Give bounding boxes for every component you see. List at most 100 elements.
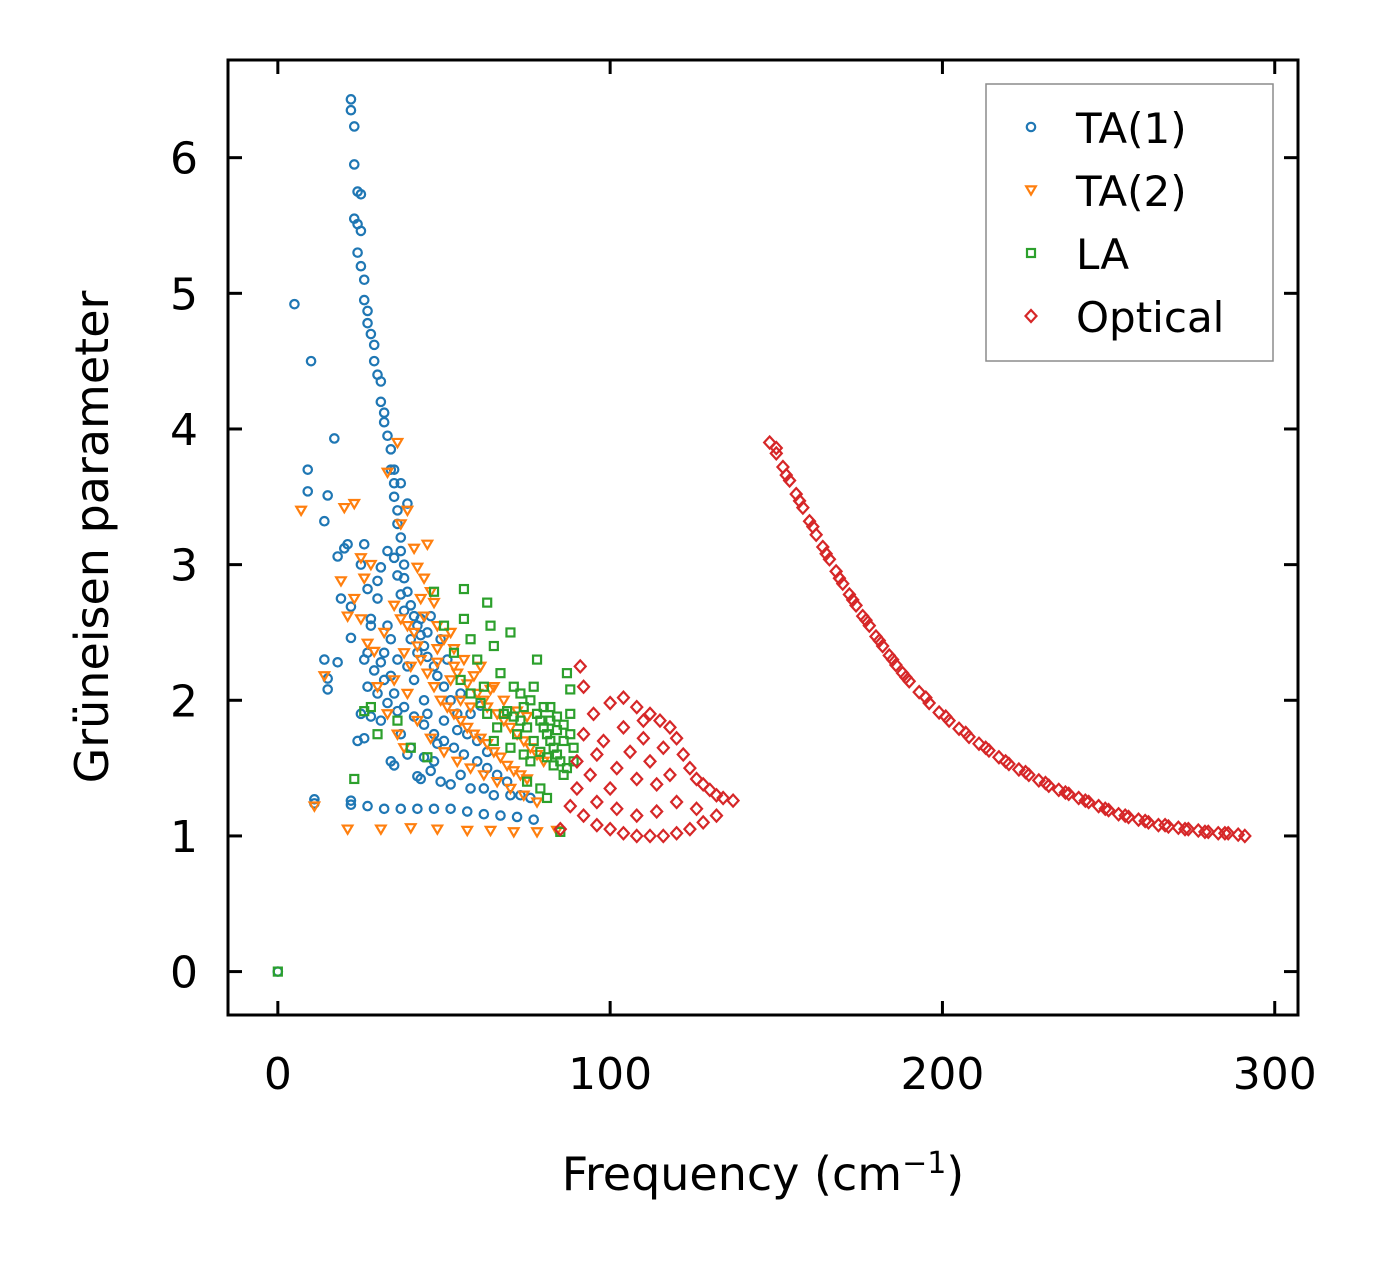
legend: TA(1) TA(2) LA Optical — [985, 83, 1274, 362]
data-point — [568, 742, 579, 753]
data-point — [442, 654, 453, 665]
data-point — [427, 597, 441, 610]
legend-label-optical: Optical — [1076, 293, 1224, 342]
data-point — [332, 657, 343, 668]
data-point — [345, 799, 357, 811]
data-point — [1178, 821, 1193, 837]
data-point — [362, 317, 373, 329]
data-point — [368, 665, 380, 676]
data-point — [565, 708, 576, 719]
data-point — [347, 593, 361, 606]
data-point — [375, 657, 387, 668]
data-point — [762, 434, 777, 451]
data-point — [400, 688, 415, 701]
data-point — [414, 654, 428, 667]
data-point — [340, 611, 355, 623]
data-point — [609, 801, 624, 817]
data-point — [819, 546, 834, 562]
data-point — [372, 729, 383, 740]
data-point — [918, 689, 933, 706]
data-point — [368, 355, 380, 367]
data-point — [511, 729, 523, 740]
data-point — [530, 797, 544, 809]
data-point — [689, 771, 704, 787]
data-point — [616, 689, 631, 706]
data-point — [397, 648, 411, 660]
data-point — [515, 688, 526, 699]
data-point — [395, 532, 407, 543]
data-point — [932, 704, 947, 721]
data-point — [289, 298, 300, 310]
data-point — [583, 767, 598, 783]
data-point — [888, 657, 903, 673]
y-tick-label: 0 — [170, 948, 198, 999]
series-la — [272, 583, 579, 977]
data-point — [458, 613, 470, 624]
data-point — [395, 545, 407, 557]
data-point — [709, 787, 724, 803]
data-point — [387, 675, 401, 687]
data-point — [898, 669, 913, 685]
data-point — [541, 792, 553, 804]
data-point — [1071, 790, 1086, 806]
data-point — [541, 752, 553, 763]
data-point — [1118, 807, 1133, 824]
data-point — [412, 803, 423, 815]
data-point — [435, 776, 446, 787]
data-point — [545, 701, 556, 713]
data-point — [586, 706, 601, 722]
data-point — [769, 440, 784, 456]
data-point — [461, 806, 473, 817]
data-point — [458, 583, 470, 595]
data-point — [372, 593, 383, 604]
legend-marker-ta-2- — [1024, 185, 1038, 197]
data-point — [521, 722, 533, 733]
data-point — [340, 824, 355, 836]
data-point — [553, 821, 568, 837]
data-point — [669, 825, 684, 841]
data-point — [388, 688, 400, 699]
x-axis-label-superscript: −1 — [902, 1146, 946, 1181]
data-point — [417, 573, 431, 585]
data-point — [422, 627, 433, 638]
data-point — [596, 733, 611, 749]
data-point — [358, 654, 370, 665]
data-point — [472, 654, 483, 665]
x-axis-label: Frequency (cm−1) — [562, 1146, 965, 1202]
data-point — [437, 634, 451, 647]
data-point — [576, 679, 591, 695]
data-point — [394, 519, 408, 531]
data-point — [603, 821, 618, 837]
data-point — [792, 493, 807, 509]
data-point — [1101, 802, 1116, 818]
data-point — [475, 697, 486, 709]
data-point — [410, 641, 425, 653]
data-point — [1138, 813, 1153, 829]
data-point — [551, 725, 563, 736]
data-point — [432, 738, 443, 749]
data-point — [428, 803, 440, 815]
data-point — [349, 773, 360, 785]
data-point — [535, 746, 546, 757]
data-point — [388, 760, 400, 771]
data-point — [493, 752, 508, 765]
data-point — [862, 618, 877, 634]
data-point — [485, 620, 496, 631]
series-ta-2- — [294, 437, 564, 839]
data-point — [438, 715, 450, 726]
data-point — [415, 773, 427, 785]
data-point — [482, 597, 493, 608]
y-tick-label: 3 — [170, 541, 198, 592]
data-point — [478, 681, 489, 692]
data-point — [1018, 764, 1033, 780]
data-point — [455, 674, 466, 686]
data-point — [352, 735, 363, 747]
data-point — [345, 104, 357, 116]
data-point — [609, 760, 624, 776]
data-point — [392, 654, 403, 665]
data-point — [503, 783, 518, 796]
data-point — [477, 770, 491, 782]
data-point — [589, 794, 604, 810]
data-point — [471, 756, 483, 767]
